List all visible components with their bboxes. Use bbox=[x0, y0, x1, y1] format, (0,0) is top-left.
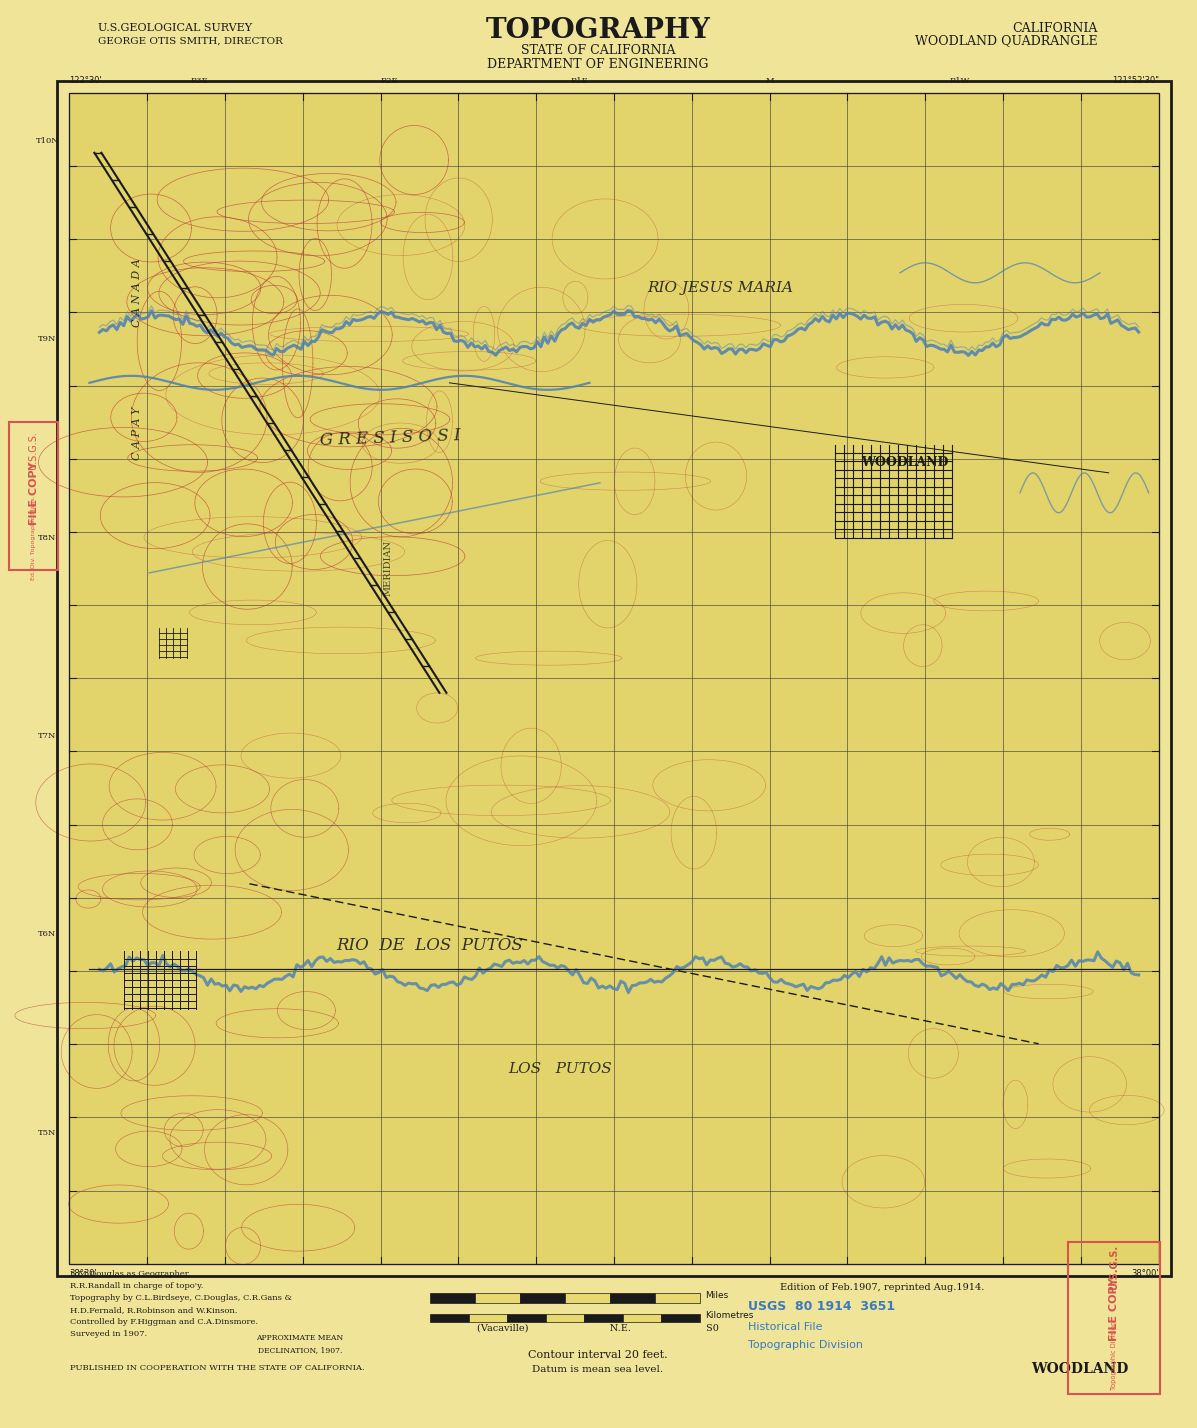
Text: FILE COPY: FILE COPY bbox=[1108, 1278, 1119, 1341]
Bar bbox=[508, 1314, 546, 1322]
Text: R3E: R3E bbox=[190, 77, 208, 84]
Text: Edition of Feb.1907, reprinted Aug.1914.: Edition of Feb.1907, reprinted Aug.1914. bbox=[780, 1282, 984, 1292]
Bar bbox=[430, 1292, 475, 1302]
Text: Ed. Div. Topographic Maps.: Ed. Div. Topographic Maps. bbox=[31, 496, 36, 580]
Text: T6N: T6N bbox=[38, 930, 56, 938]
Bar bbox=[430, 1314, 468, 1322]
Text: Topographic Division: Topographic Division bbox=[1111, 1321, 1117, 1389]
Text: C A P A Y: C A P A Y bbox=[133, 406, 142, 460]
Bar bbox=[546, 1314, 584, 1322]
Text: R.R.Randall in charge of topo'y.: R.R.Randall in charge of topo'y. bbox=[69, 1282, 203, 1289]
Text: WOODLAND QUADRANGLE: WOODLAND QUADRANGLE bbox=[916, 34, 1098, 47]
Text: H.D.Fernald, R.Robinson and W.Kinson.: H.D.Fernald, R.Robinson and W.Kinson. bbox=[69, 1307, 237, 1314]
Text: CALIFORNIA: CALIFORNIA bbox=[1013, 21, 1098, 34]
Text: RIO  DE  LOS  PUTOS: RIO DE LOS PUTOS bbox=[336, 937, 523, 954]
Text: G R E S I S O S I: G R E S I S O S I bbox=[320, 427, 461, 448]
Text: (Vacaville)                          N.E.                        S0: (Vacaville) N.E. S0 bbox=[478, 1324, 719, 1332]
Text: 122°30': 122°30' bbox=[69, 76, 102, 84]
Text: R2E: R2E bbox=[381, 77, 399, 84]
Text: WOODLAND: WOODLAND bbox=[1032, 1362, 1129, 1377]
Text: T9N: T9N bbox=[38, 336, 56, 343]
Text: Datum is mean sea level.: Datum is mean sea level. bbox=[533, 1365, 663, 1374]
Text: DECLINATION, 1907.: DECLINATION, 1907. bbox=[257, 1347, 342, 1354]
Text: WOODLAND: WOODLAND bbox=[862, 457, 949, 470]
Text: T7N: T7N bbox=[38, 733, 56, 740]
Bar bbox=[468, 1314, 508, 1322]
Text: 38°30': 38°30' bbox=[69, 1269, 97, 1278]
Bar bbox=[655, 1292, 700, 1302]
Text: T8N: T8N bbox=[38, 534, 56, 541]
Text: U.S.G.S.: U.S.G.S. bbox=[29, 431, 38, 470]
Bar bbox=[622, 1314, 662, 1322]
Bar bbox=[662, 1314, 700, 1322]
Text: RIO JESUS MARIA: RIO JESUS MARIA bbox=[648, 281, 792, 294]
Text: L.M.Douglas as Geographer.: L.M.Douglas as Geographer. bbox=[69, 1269, 190, 1278]
Text: STATE OF CALIFORNIA: STATE OF CALIFORNIA bbox=[521, 43, 675, 57]
Text: C A N A D A: C A N A D A bbox=[133, 258, 142, 327]
Text: LOS   PUTOS: LOS PUTOS bbox=[508, 1062, 612, 1075]
Text: R1E: R1E bbox=[571, 77, 588, 84]
Text: Kilometres: Kilometres bbox=[705, 1311, 753, 1319]
Text: U.S.G.S.: U.S.G.S. bbox=[1108, 1245, 1119, 1289]
Bar bbox=[565, 1292, 610, 1302]
Text: APPROXIMATE MEAN: APPROXIMATE MEAN bbox=[256, 1334, 344, 1342]
Bar bbox=[610, 1292, 655, 1302]
Text: DEPARTMENT OF ENGINEERING: DEPARTMENT OF ENGINEERING bbox=[487, 59, 709, 71]
Text: R1W: R1W bbox=[949, 77, 970, 84]
Text: MERIDIAN: MERIDIAN bbox=[383, 540, 393, 595]
Text: USGS  80 1914  3651: USGS 80 1914 3651 bbox=[748, 1299, 895, 1312]
Text: Topography by C.L.Birdseye, C.Douglas, C.R.Gans &: Topography by C.L.Birdseye, C.Douglas, C… bbox=[69, 1294, 292, 1302]
Text: U.S.GEOLOGICAL SURVEY: U.S.GEOLOGICAL SURVEY bbox=[98, 23, 253, 33]
Text: T10N: T10N bbox=[36, 137, 59, 144]
Text: 121°52'30": 121°52'30" bbox=[1112, 76, 1159, 84]
Text: 38°00': 38°00' bbox=[1131, 1269, 1159, 1278]
Text: Historical File: Historical File bbox=[748, 1322, 822, 1332]
Bar bbox=[69, 93, 1159, 1264]
Bar bbox=[584, 1314, 622, 1322]
Text: FILE COPY: FILE COPY bbox=[29, 461, 38, 524]
Text: TOPOGRAPHY: TOPOGRAPHY bbox=[486, 17, 711, 43]
Bar bbox=[69, 93, 1159, 1264]
Bar bbox=[519, 1292, 565, 1302]
Bar bbox=[475, 1292, 519, 1302]
Text: PUBLISHED IN COOPERATION WITH THE STATE OF CALIFORNIA.: PUBLISHED IN COOPERATION WITH THE STATE … bbox=[69, 1364, 365, 1372]
Text: Surveyed in 1907.: Surveyed in 1907. bbox=[69, 1329, 147, 1338]
Text: Controlled by F.Higgman and C.A.Dinsmore.: Controlled by F.Higgman and C.A.Dinsmore… bbox=[69, 1318, 259, 1327]
Text: Topographic Division: Topographic Division bbox=[748, 1339, 863, 1349]
Text: GEORGE OTIS SMITH, DIRECTOR: GEORGE OTIS SMITH, DIRECTOR bbox=[98, 37, 282, 46]
Text: Contour interval 20 feet.: Contour interval 20 feet. bbox=[528, 1349, 668, 1359]
Bar bbox=[57, 81, 1171, 1275]
Text: M: M bbox=[765, 77, 773, 84]
Text: T5N: T5N bbox=[38, 1128, 56, 1137]
Text: Miles: Miles bbox=[705, 1291, 728, 1299]
